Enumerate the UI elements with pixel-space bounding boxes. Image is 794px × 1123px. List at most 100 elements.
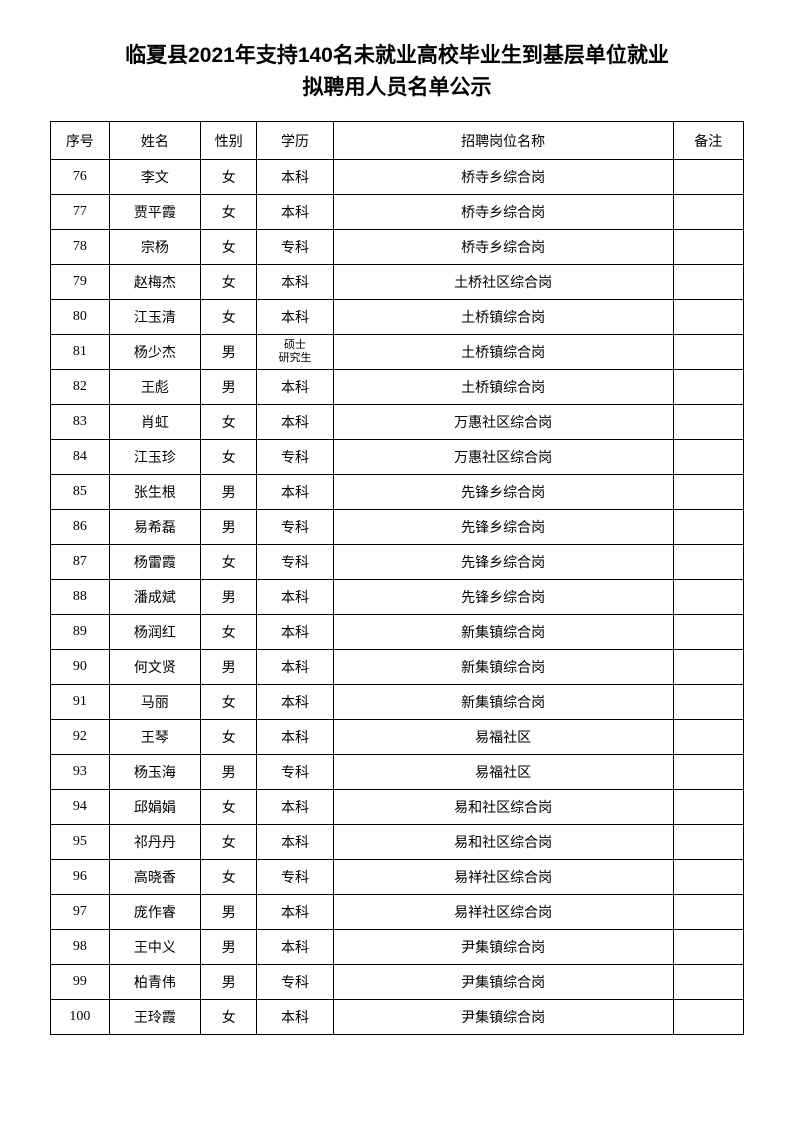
cell-gender: 男: [201, 755, 257, 790]
cell-education: 专科: [257, 545, 333, 580]
cell-name: 杨雷霞: [109, 545, 200, 580]
personnel-table: 序号 姓名 性别 学历 招聘岗位名称 备注 76李文女本科桥寺乡综合岗77贾平霞…: [50, 121, 744, 1035]
cell-name: 高晓香: [109, 860, 200, 895]
cell-position: 易福社区: [333, 720, 673, 755]
cell-position: 新集镇综合岗: [333, 650, 673, 685]
cell-name: 马丽: [109, 685, 200, 720]
table-row: 97庞作睿男本科易祥社区综合岗: [51, 895, 744, 930]
cell-name: 柏青伟: [109, 965, 200, 1000]
table-row: 90何文贤男本科新集镇综合岗: [51, 650, 744, 685]
cell-gender: 女: [201, 440, 257, 475]
cell-seq: 92: [51, 720, 110, 755]
cell-gender: 男: [201, 475, 257, 510]
cell-position: 万惠社区综合岗: [333, 405, 673, 440]
header-remark: 备注: [673, 122, 743, 160]
cell-name: 潘成斌: [109, 580, 200, 615]
cell-position: 易祥社区综合岗: [333, 895, 673, 930]
cell-gender: 女: [201, 160, 257, 195]
cell-name: 张生根: [109, 475, 200, 510]
cell-gender: 女: [201, 790, 257, 825]
cell-remark: [673, 230, 743, 265]
cell-education: 专科: [257, 965, 333, 1000]
table-row: 89杨润红女本科新集镇综合岗: [51, 615, 744, 650]
cell-seq: 99: [51, 965, 110, 1000]
cell-position: 桥寺乡综合岗: [333, 160, 673, 195]
cell-position: 先锋乡综合岗: [333, 545, 673, 580]
cell-name: 王彪: [109, 370, 200, 405]
cell-position: 桥寺乡综合岗: [333, 230, 673, 265]
title-line-1: 临夏县2021年支持140名未就业高校毕业生到基层单位就业: [50, 40, 744, 72]
cell-gender: 男: [201, 965, 257, 1000]
cell-name: 杨润红: [109, 615, 200, 650]
cell-name: 邱娟娟: [109, 790, 200, 825]
cell-position: 易和社区综合岗: [333, 790, 673, 825]
cell-seq: 79: [51, 265, 110, 300]
cell-education: 本科: [257, 160, 333, 195]
cell-seq: 100: [51, 1000, 110, 1035]
cell-education: 本科: [257, 825, 333, 860]
cell-position: 土桥镇综合岗: [333, 370, 673, 405]
cell-education: 专科: [257, 440, 333, 475]
cell-name: 祁丹丹: [109, 825, 200, 860]
cell-gender: 女: [201, 720, 257, 755]
cell-remark: [673, 475, 743, 510]
cell-name: 王琴: [109, 720, 200, 755]
table-row: 98王中义男本科尹集镇综合岗: [51, 930, 744, 965]
cell-name: 杨玉海: [109, 755, 200, 790]
table-row: 80江玉清女本科土桥镇综合岗: [51, 300, 744, 335]
header-gender: 性别: [201, 122, 257, 160]
cell-gender: 男: [201, 650, 257, 685]
table-row: 78宗杨女专科桥寺乡综合岗: [51, 230, 744, 265]
cell-gender: 女: [201, 545, 257, 580]
cell-seq: 97: [51, 895, 110, 930]
cell-education: 本科: [257, 300, 333, 335]
cell-gender: 女: [201, 860, 257, 895]
cell-seq: 88: [51, 580, 110, 615]
cell-name: 王中义: [109, 930, 200, 965]
cell-seq: 90: [51, 650, 110, 685]
cell-name: 李文: [109, 160, 200, 195]
cell-education: 本科: [257, 1000, 333, 1035]
cell-remark: [673, 860, 743, 895]
cell-name: 赵梅杰: [109, 265, 200, 300]
cell-remark: [673, 370, 743, 405]
cell-seq: 81: [51, 335, 110, 370]
cell-remark: [673, 440, 743, 475]
table-row: 84江玉珍女专科万惠社区综合岗: [51, 440, 744, 475]
cell-gender: 女: [201, 1000, 257, 1035]
cell-gender: 女: [201, 405, 257, 440]
cell-name: 宗杨: [109, 230, 200, 265]
cell-position: 易祥社区综合岗: [333, 860, 673, 895]
table-row: 81杨少杰男硕士研究生土桥镇综合岗: [51, 335, 744, 370]
cell-remark: [673, 405, 743, 440]
cell-remark: [673, 790, 743, 825]
cell-remark: [673, 580, 743, 615]
cell-education: 本科: [257, 720, 333, 755]
cell-gender: 女: [201, 615, 257, 650]
cell-name: 江玉珍: [109, 440, 200, 475]
cell-gender: 女: [201, 825, 257, 860]
table-row: 82王彪男本科土桥镇综合岗: [51, 370, 744, 405]
cell-education: 本科: [257, 265, 333, 300]
table-row: 77贾平霞女本科桥寺乡综合岗: [51, 195, 744, 230]
cell-seq: 83: [51, 405, 110, 440]
cell-education: 硕士研究生: [257, 335, 333, 370]
cell-seq: 86: [51, 510, 110, 545]
cell-name: 何文贤: [109, 650, 200, 685]
cell-seq: 77: [51, 195, 110, 230]
table-row: 76李文女本科桥寺乡综合岗: [51, 160, 744, 195]
table-row: 92王琴女本科易福社区: [51, 720, 744, 755]
cell-education: 本科: [257, 930, 333, 965]
cell-name: 庞作睿: [109, 895, 200, 930]
cell-gender: 女: [201, 685, 257, 720]
table-row: 79赵梅杰女本科土桥社区综合岗: [51, 265, 744, 300]
cell-name: 肖虹: [109, 405, 200, 440]
cell-seq: 82: [51, 370, 110, 405]
header-position: 招聘岗位名称: [333, 122, 673, 160]
table-row: 85张生根男本科先锋乡综合岗: [51, 475, 744, 510]
cell-education: 本科: [257, 790, 333, 825]
cell-position: 土桥镇综合岗: [333, 300, 673, 335]
cell-position: 桥寺乡综合岗: [333, 195, 673, 230]
cell-seq: 98: [51, 930, 110, 965]
cell-seq: 89: [51, 615, 110, 650]
